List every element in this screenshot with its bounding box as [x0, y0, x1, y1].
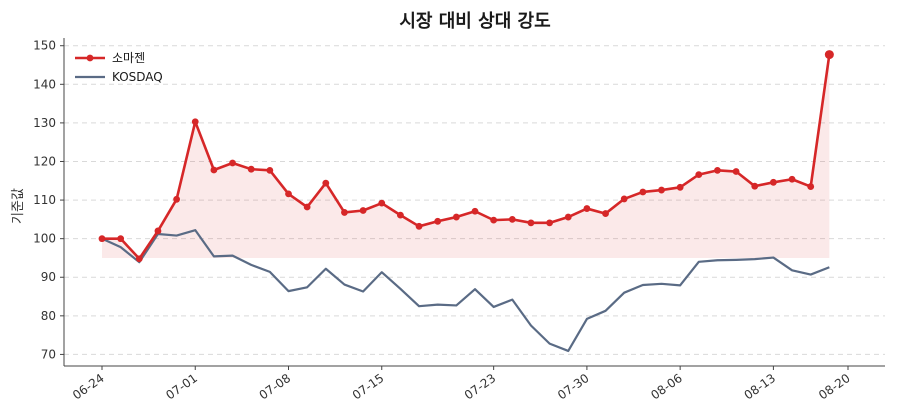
chart-title: 시장 대비 상대 강도	[399, 11, 550, 32]
series-line	[101, 229, 830, 353]
data-point	[434, 217, 442, 225]
y-tick-label: 150	[33, 39, 56, 53]
data-point	[229, 159, 236, 167]
x-tick-label: 07-23	[462, 371, 499, 402]
x-tick-label: 07-15	[350, 371, 387, 402]
x-tick-label: 08-20	[816, 371, 853, 402]
data-point	[788, 175, 796, 183]
data-point	[341, 209, 348, 216]
data-point	[210, 166, 218, 174]
data-point	[415, 222, 423, 230]
x-tick-label: 07-30	[555, 371, 592, 402]
data-point	[807, 183, 815, 190]
fill-area	[102, 54, 830, 259]
series-line	[102, 54, 831, 261]
data-point	[564, 213, 572, 221]
data-point	[322, 179, 330, 187]
data-point	[452, 213, 460, 221]
data-point	[117, 235, 125, 243]
data-point	[303, 203, 311, 211]
data-point	[639, 188, 647, 196]
legend: 소마젠 KOSDAQ	[75, 51, 163, 84]
data-point	[620, 195, 628, 203]
data-point	[658, 186, 665, 194]
data-point	[471, 207, 479, 215]
data-point	[191, 118, 199, 126]
y-tick-label: 110	[33, 193, 56, 207]
data-point	[714, 166, 721, 174]
y-tick-label: 120	[33, 154, 56, 168]
data-point	[397, 211, 404, 219]
data-point	[285, 190, 292, 198]
data-point	[546, 219, 553, 227]
x-tick-label: 07-01	[163, 371, 200, 402]
data-point	[676, 183, 684, 191]
data-point	[527, 219, 535, 227]
y-tick-label: 100	[33, 232, 56, 246]
data-point	[751, 182, 759, 190]
y-tick-label: 90	[41, 270, 56, 284]
data-point	[490, 216, 498, 224]
x-tick-label: 06-24	[70, 371, 107, 402]
data-point	[583, 205, 591, 212]
x-tick-label: 07-08	[257, 371, 294, 402]
data-point	[98, 235, 106, 243]
y-tick-label: 70	[41, 347, 56, 361]
data-point	[824, 50, 834, 60]
data-point	[173, 195, 181, 203]
x-tick-label: 08-13	[742, 371, 779, 402]
y-tick-label: 80	[41, 309, 56, 323]
y-tick-label: 130	[33, 116, 56, 130]
data-point	[266, 166, 274, 174]
y-tick-label: 140	[33, 77, 56, 91]
legend-label: 소마젠	[112, 51, 145, 65]
legend-marker	[86, 54, 94, 62]
data-point	[359, 207, 367, 214]
data-point	[602, 210, 609, 217]
data-point	[508, 215, 516, 223]
data-point	[770, 178, 777, 186]
y-axis-label: 기준값	[11, 188, 26, 224]
fill-area-shape	[102, 54, 830, 259]
axes	[63, 38, 885, 367]
legend-label: KOSDAQ	[112, 70, 163, 84]
data-point	[732, 168, 740, 175]
series-lines	[98, 50, 834, 353]
data-point	[378, 199, 386, 207]
data-point	[695, 171, 703, 179]
data-point	[135, 255, 143, 263]
data-point	[247, 165, 255, 173]
data-point	[154, 227, 162, 235]
x-tick-label: 08-06	[648, 371, 685, 402]
